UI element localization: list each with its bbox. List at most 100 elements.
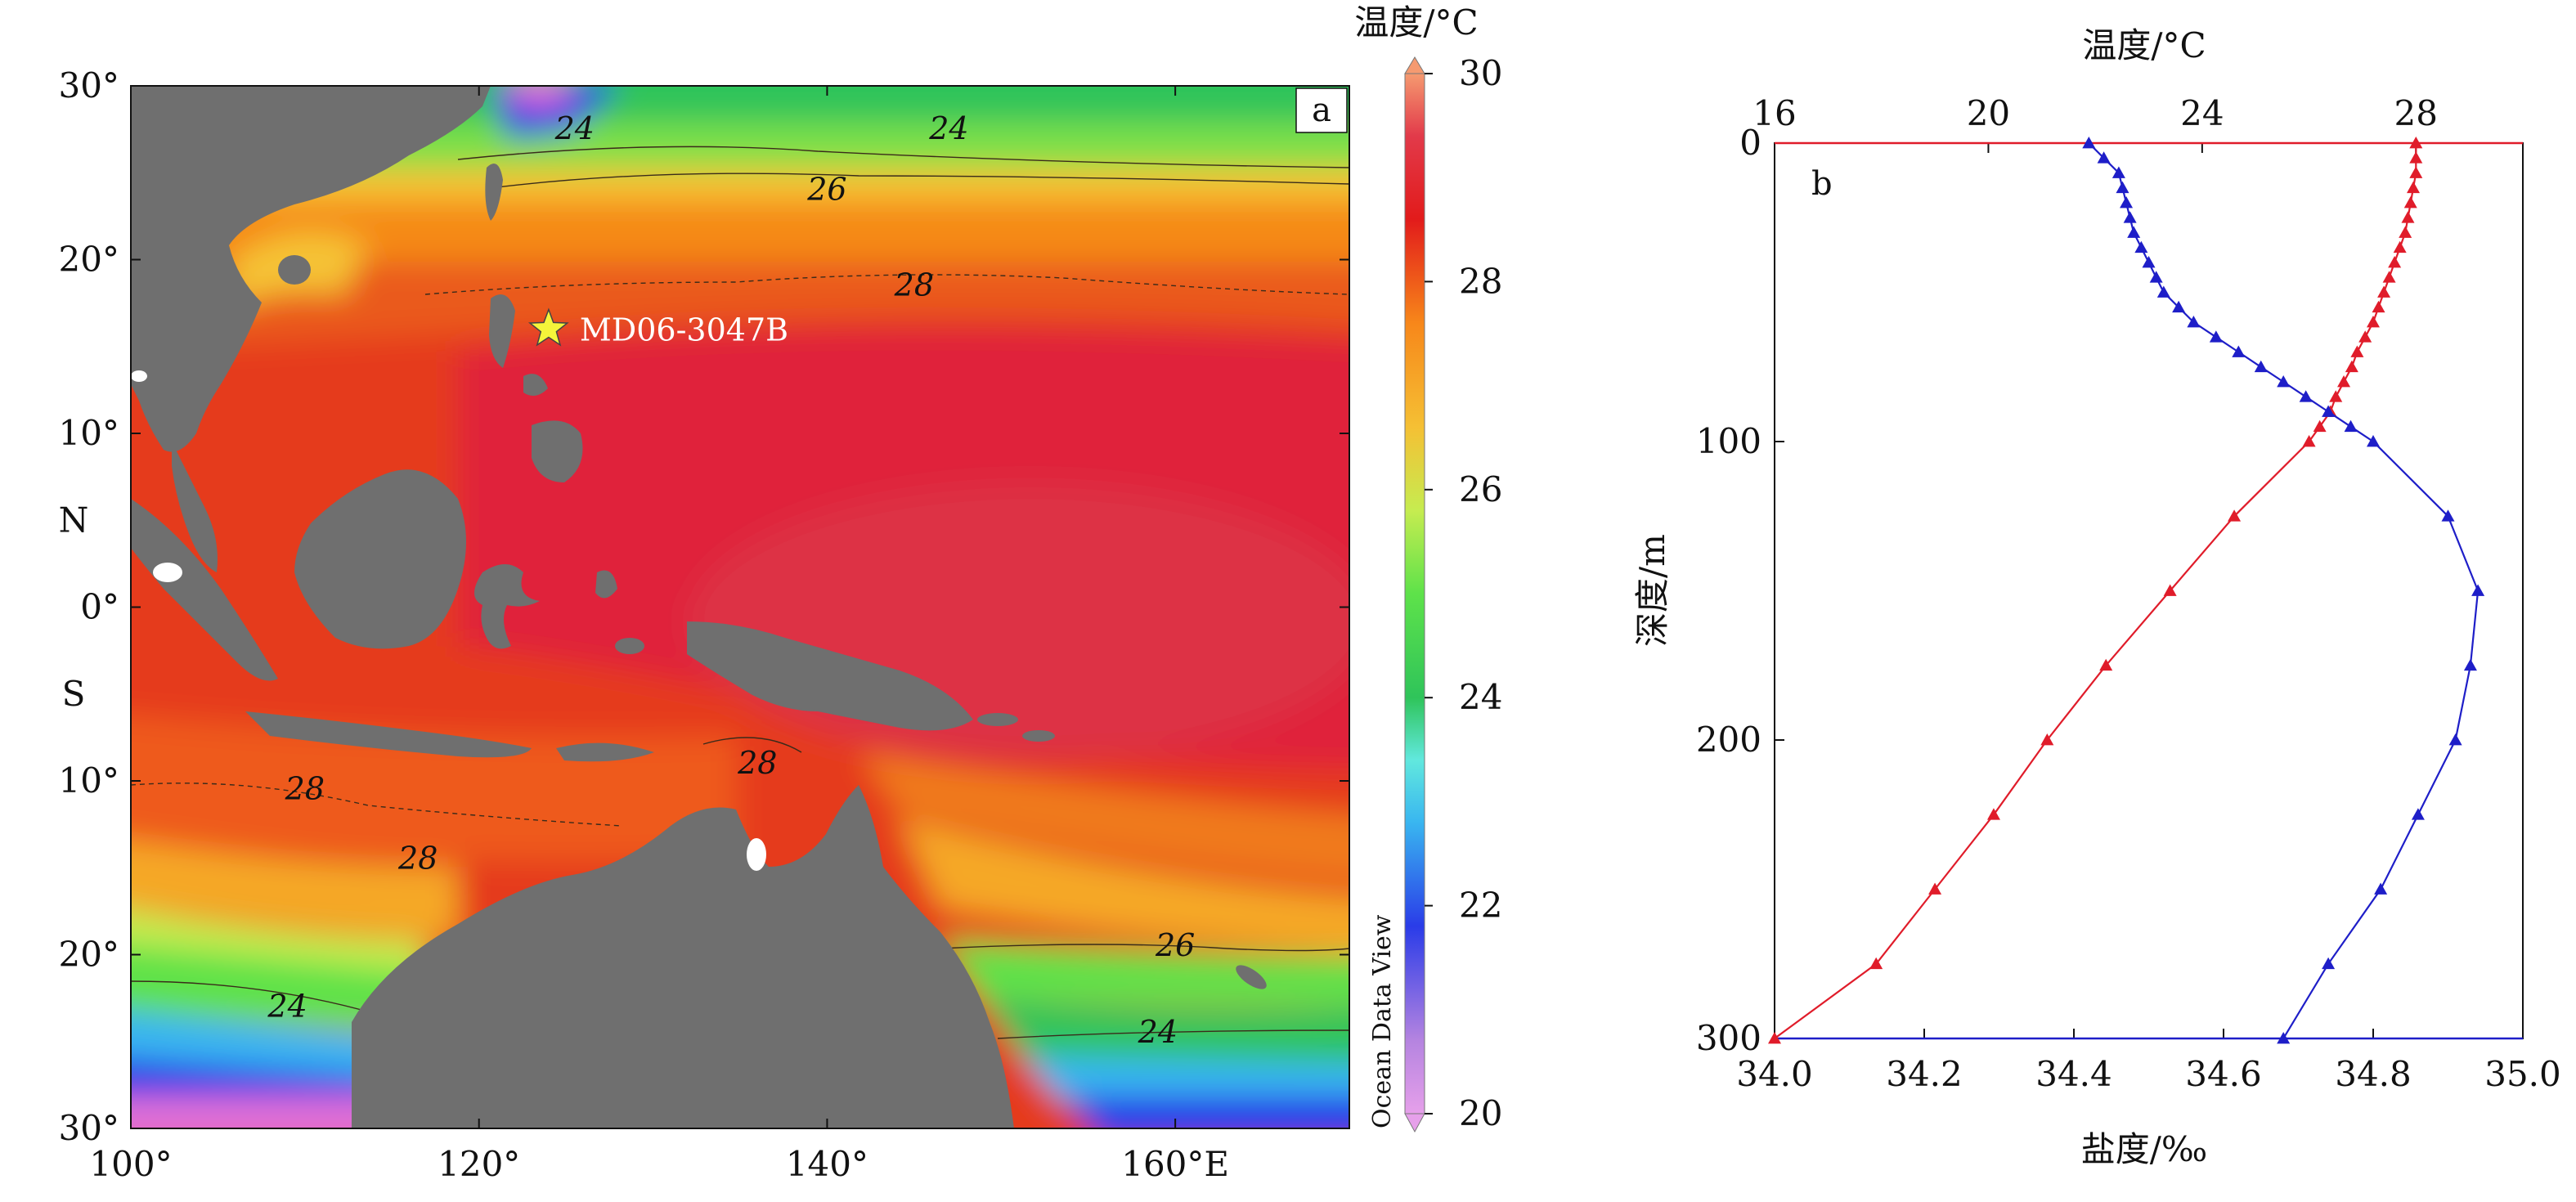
salinity-point — [2411, 808, 2425, 820]
salinity-point — [2367, 435, 2380, 447]
lon-tick-label: 120° — [438, 1144, 520, 1184]
station-label: MD06-3047B — [580, 312, 788, 348]
salinity-tick-label: 35.0 — [2484, 1054, 2561, 1094]
temperature-point — [2350, 345, 2364, 357]
contour-label: 26 — [806, 172, 846, 208]
depth-tick-label: 200 — [1696, 720, 1761, 760]
temperature-point — [2337, 375, 2351, 388]
salinity-tick-label: 34.2 — [1886, 1054, 1963, 1094]
temperature-point — [2409, 151, 2423, 164]
lat-tick-label: 20° — [59, 240, 119, 280]
temperature-point — [2377, 285, 2391, 298]
temperature-point — [2372, 300, 2385, 313]
salinity-point — [2277, 375, 2291, 388]
colorbar-tick-label: 26 — [1459, 469, 1502, 509]
salinity-tick-label: 34.8 — [2335, 1054, 2412, 1094]
profile-axes: 16 20 24 28 34.0 34.2 34.4 34.6 34.8 35.0 0 100 200 3… — [1696, 93, 2561, 1094]
temperature-tick-label: 28 — [2394, 93, 2438, 133]
salinity-point — [2082, 137, 2096, 149]
salinity-point — [2322, 405, 2336, 417]
left-axis-title: 深度/m — [1632, 534, 1672, 647]
salinity-tick-label: 34.4 — [2035, 1054, 2112, 1094]
salinity-tick-label: 34.6 — [2185, 1054, 2262, 1094]
temperature-point — [2329, 390, 2343, 402]
salinity-point — [2448, 733, 2462, 746]
contour-labels: 24 24 26 28 28 28 28 26 24 24 — [267, 110, 1195, 1050]
lon-tick-label: 160°E — [1121, 1144, 1229, 1184]
salinity-point — [2344, 419, 2358, 433]
temperature-point — [1869, 957, 1883, 970]
salinity-point — [2209, 330, 2223, 343]
isotherms — [131, 146, 1349, 1039]
salinity-tick-label: 34.0 — [1736, 1054, 1813, 1094]
colorbar: 温度/°C 30 28 26 24 22 20 Ocean Data View — [1354, 2, 1502, 1133]
colorbar-title: 温度/°C — [1354, 2, 1478, 43]
lat-tick-label: 0° — [80, 587, 119, 627]
colorbar-tick-label: 28 — [1459, 261, 1502, 301]
salinity-point — [2374, 882, 2388, 895]
depth-tick-label: 100 — [1696, 421, 1761, 461]
profile-series — [1768, 137, 2485, 1044]
temperature-point — [1768, 1032, 1781, 1044]
temperature-point — [2401, 211, 2415, 223]
no-data-patches — [131, 370, 766, 871]
contour-label: 24 — [928, 110, 968, 146]
temperature-point — [2399, 226, 2412, 238]
sst-field — [131, 86, 1349, 1128]
temperature-point — [2302, 435, 2316, 447]
temperature-point — [2358, 330, 2372, 343]
station-marker: MD06-3047B — [527, 307, 788, 348]
temperature-point — [2040, 733, 2054, 746]
map-axes: 100° 120° 140° 160°E 30° 20° 10° 0° 10° 20° 30° N S — [59, 65, 1349, 1184]
profile-frame — [1774, 142, 2524, 1039]
temperature-point — [2388, 256, 2402, 268]
temperature-point — [2367, 316, 2380, 328]
panel-label-a: a — [1312, 92, 1331, 129]
temperature-point — [2409, 166, 2423, 178]
temperature-point — [2313, 419, 2327, 433]
salinity-point — [2123, 211, 2137, 223]
temperature-point — [2345, 360, 2358, 373]
top-axis-title: 温度/°C — [2082, 25, 2206, 65]
colorbar-tick-label: 30 — [1459, 53, 1502, 93]
salinity-point — [2120, 196, 2134, 209]
lat-hemisphere-south: S — [62, 674, 86, 714]
salinity-point — [2116, 181, 2129, 194]
lon-tick-label: 100° — [89, 1144, 172, 1184]
salinity-point — [2142, 256, 2156, 268]
salinity-point — [2149, 271, 2163, 283]
temperature-point — [2382, 271, 2396, 283]
salinity-point — [2322, 957, 2336, 970]
contour-label: 28 — [894, 267, 934, 303]
temperature-point — [2393, 240, 2407, 253]
salinity-point — [2441, 509, 2455, 522]
temperature-point — [1928, 882, 1942, 895]
salinity-point — [2187, 316, 2201, 328]
temperature-tick-label: 20 — [1967, 93, 2010, 133]
salinity-point — [2232, 345, 2246, 357]
temperature-point — [2228, 509, 2242, 522]
lat-tick-label: 10° — [59, 760, 119, 801]
salinity-point — [2172, 300, 2186, 313]
bottom-axis-title: 盐度/‰ — [2081, 1129, 2208, 1169]
salinity-point — [2299, 390, 2313, 402]
lat-tick-label: 20° — [59, 935, 119, 975]
ocean-data-view-watermark: Ocean Data View — [1368, 914, 1397, 1128]
depth-tick-label: 0 — [1739, 123, 1761, 163]
contour-label: 24 — [554, 110, 595, 146]
lat-hemisphere-north: N — [59, 500, 89, 540]
temperature-point — [2409, 137, 2423, 149]
star-icon — [527, 307, 569, 347]
temperature-point — [2407, 181, 2421, 194]
colorbar-tick-label: 24 — [1459, 677, 1502, 717]
contour-label: 24 — [1138, 1014, 1178, 1050]
colorbar-tick-label: 22 — [1459, 886, 1502, 926]
salinity-point — [2134, 240, 2148, 253]
lat-tick-label: 30° — [59, 1108, 119, 1148]
contour-label: 28 — [737, 745, 777, 781]
contour-label: 28 — [285, 771, 325, 807]
land — [131, 86, 1267, 1128]
panel-b: 16 20 24 28 34.0 34.2 34.4 34.6 34.8 35.0 0 100 200 3… — [1632, 25, 2561, 1169]
salinity-point — [2112, 166, 2125, 178]
